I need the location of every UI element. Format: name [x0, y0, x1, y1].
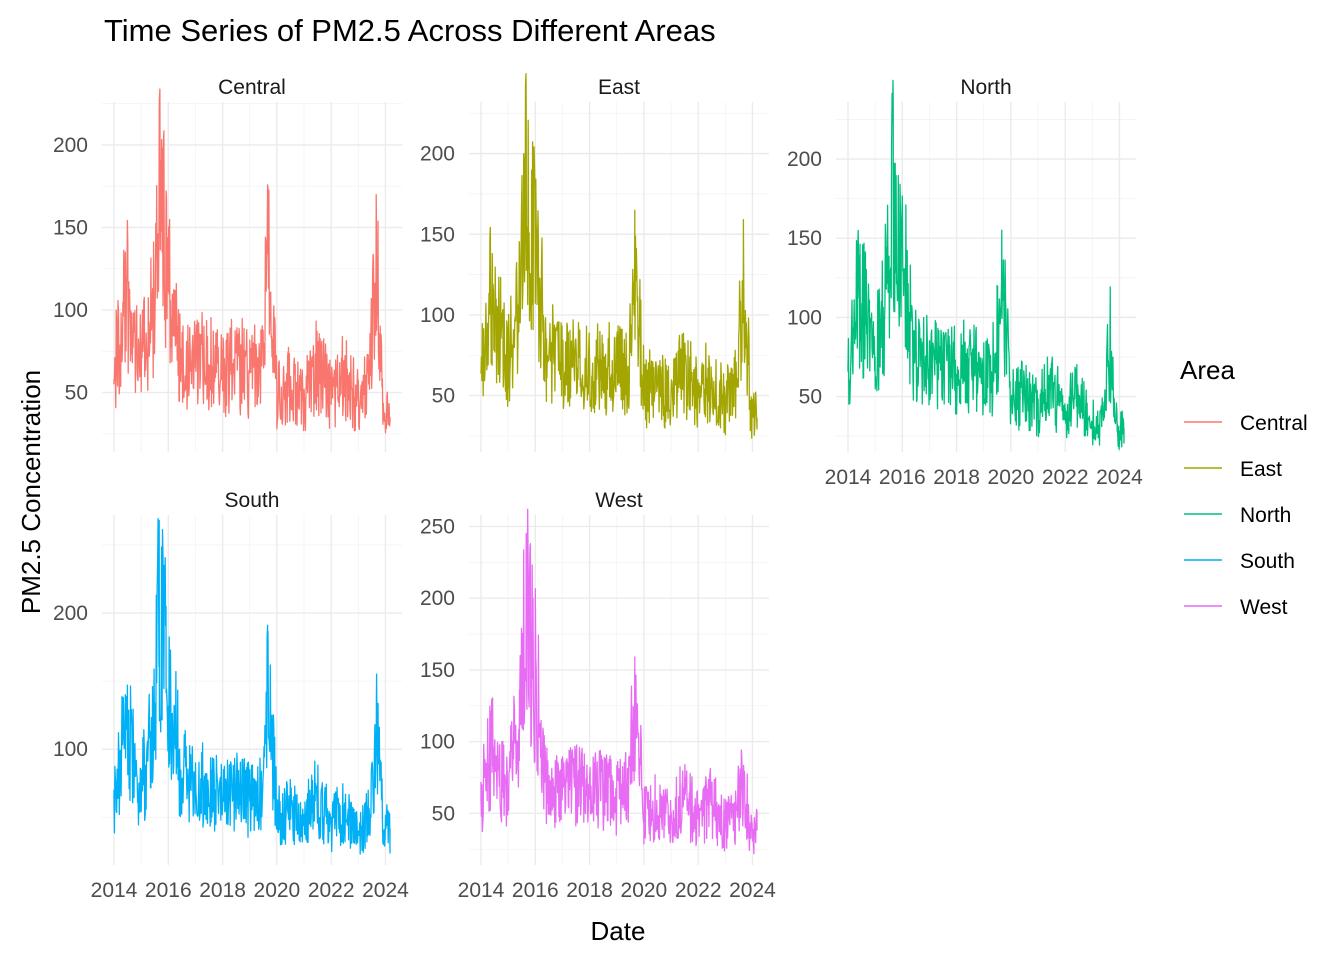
x-tick-label: 2018	[566, 879, 613, 902]
y-tick-label: 50	[432, 385, 455, 408]
x-axis-title: Date	[591, 916, 646, 946]
legend-label: Central	[1240, 412, 1308, 435]
x-tick-label: 2020	[254, 879, 301, 902]
facet-strip-label: East	[598, 76, 640, 99]
y-tick-label: 150	[420, 659, 455, 682]
series-line-north	[847, 79, 1125, 450]
y-tick-label: 200	[53, 602, 88, 625]
facet-strip-label: North	[960, 76, 1011, 99]
y-tick-label: 100	[53, 738, 88, 761]
x-tick-label: 2014	[91, 879, 138, 902]
series-line-west	[480, 508, 758, 855]
x-tick-label: 2018	[199, 879, 246, 902]
series-line-south	[113, 517, 391, 855]
legend: Area Central East North South West	[1180, 355, 1308, 619]
y-tick-label: 200	[420, 143, 455, 166]
x-tick-label: 2018	[933, 466, 980, 489]
legend-item-south: South	[1184, 550, 1295, 573]
facet-strip-label: South	[225, 489, 280, 512]
x-tick-label: 2016	[145, 879, 192, 902]
legend-item-north: North	[1184, 504, 1291, 527]
y-tick-label: 150	[420, 223, 455, 246]
x-tick-label: 2022	[675, 879, 722, 902]
facet-panels: 50 100 150 200 Central 50 100 150 200 East 50 100 15…	[53, 73, 1143, 902]
y-tick-label: 50	[432, 802, 455, 825]
legend-label: South	[1240, 550, 1295, 573]
facet-strip-label: West	[595, 489, 643, 512]
panel-south: 100 200 2014 2016 2018 2020 2022 2024 South	[53, 489, 409, 902]
y-tick-label: 250	[420, 515, 455, 538]
legend-item-west: West	[1184, 596, 1288, 619]
legend-title: Area	[1180, 355, 1235, 385]
series-line-central	[113, 88, 391, 434]
x-tick-label: 2022	[1042, 466, 1089, 489]
x-tick-label: 2020	[621, 879, 668, 902]
y-tick-label: 200	[787, 148, 822, 171]
x-tick-label: 2020	[988, 466, 1035, 489]
series-line-east	[480, 73, 758, 439]
panel-north: 50 100 150 200 2014 2016 2018 2020 2022 2024 North	[787, 76, 1143, 489]
y-tick-label: 100	[420, 304, 455, 327]
legend-item-central: Central	[1184, 412, 1308, 435]
legend-item-east: East	[1184, 458, 1282, 481]
x-tick-label: 2014	[825, 466, 872, 489]
legend-label: East	[1240, 458, 1282, 481]
x-tick-label: 2016	[512, 879, 559, 902]
x-tick-label: 2014	[458, 879, 505, 902]
y-tick-label: 150	[53, 216, 88, 239]
panel-west: 50 100 150 200 250 2014 2016 2018 2020 2022 2024 We…	[420, 489, 776, 902]
x-tick-label: 2024	[729, 879, 776, 902]
x-tick-label: 2016	[879, 466, 926, 489]
facet-strip-label: Central	[218, 76, 286, 99]
y-axis-title: PM2.5 Concentration	[16, 370, 46, 614]
legend-label: West	[1240, 596, 1288, 619]
y-tick-label: 100	[53, 299, 88, 322]
y-tick-label: 150	[787, 227, 822, 250]
panel-central: 50 100 150 200 Central	[53, 76, 402, 452]
y-tick-label: 100	[787, 306, 822, 329]
y-tick-label: 200	[53, 134, 88, 157]
chart-title: Time Series of PM2.5 Across Different Ar…	[104, 13, 716, 48]
y-tick-label: 50	[65, 382, 88, 405]
x-tick-label: 2024	[1096, 466, 1143, 489]
panel-east: 50 100 150 200 East	[420, 73, 769, 452]
y-tick-label: 200	[420, 587, 455, 610]
x-tick-label: 2022	[308, 879, 355, 902]
legend-label: North	[1240, 504, 1291, 527]
y-tick-label: 100	[420, 731, 455, 754]
x-tick-label: 2024	[362, 879, 409, 902]
y-tick-label: 50	[799, 386, 822, 409]
